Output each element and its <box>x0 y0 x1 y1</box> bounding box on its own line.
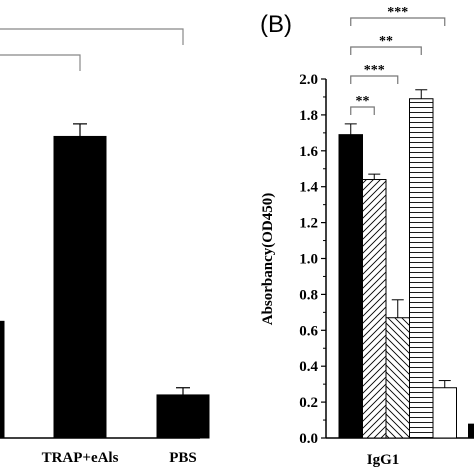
significance-label: ** <box>379 34 393 49</box>
y-tick-labels: 0.0 0.2 0.4 0.6 0.8 1.0 1.2 1.4 1.6 1.8 2.0 <box>299 72 318 447</box>
left-category-label-pbs: PBS <box>169 450 197 466</box>
significance-bracket <box>350 106 375 115</box>
left-bar <box>0 320 5 439</box>
left-bracket-inner <box>0 54 81 71</box>
right-chart-marks <box>338 89 474 439</box>
significance-label: ** <box>356 94 370 109</box>
y-tick-label: 0.8 <box>299 287 318 303</box>
left-chart-marks <box>0 123 210 439</box>
left-bracket-outer <box>0 28 184 45</box>
significance-bracket <box>350 75 399 84</box>
bar-white <box>432 387 457 439</box>
y-tick-label: 0.2 <box>299 395 318 411</box>
partial-next-bar <box>468 423 474 438</box>
bar-diagonal <box>362 179 387 439</box>
y-tick-label: 0.0 <box>299 431 318 447</box>
y-axis-title: Absorbancy(OD450) <box>260 193 276 326</box>
left-bar <box>53 135 107 439</box>
panel-label-b: (B) <box>260 11 292 38</box>
bar-solid <box>338 134 363 439</box>
significance-bracket <box>350 17 446 26</box>
y-tick-label: 1.8 <box>299 108 318 124</box>
significance-bracket <box>350 46 422 55</box>
y-tick-label: 1.0 <box>299 252 318 268</box>
left-bar <box>156 394 210 439</box>
y-tick-label: 1.2 <box>299 216 318 232</box>
group-label-igg1: IgG1 <box>367 452 400 468</box>
y-tick-label: 1.6 <box>299 144 318 160</box>
bar-back-diagonal <box>385 317 410 439</box>
bar-horizontal <box>409 98 434 439</box>
significance-label: *** <box>364 63 385 78</box>
y-tick-label: 1.4 <box>299 180 318 196</box>
left-category-labels: TRAP+eAls PBS <box>42 450 197 466</box>
significance-brackets: ********** <box>350 5 446 115</box>
significance-label: *** <box>387 5 408 20</box>
left-category-label-trap: TRAP+eAls <box>42 450 119 466</box>
y-tick-label: 2.0 <box>299 72 318 88</box>
y-tick-label: 0.6 <box>299 323 318 339</box>
y-tick-label: 0.4 <box>299 359 318 375</box>
